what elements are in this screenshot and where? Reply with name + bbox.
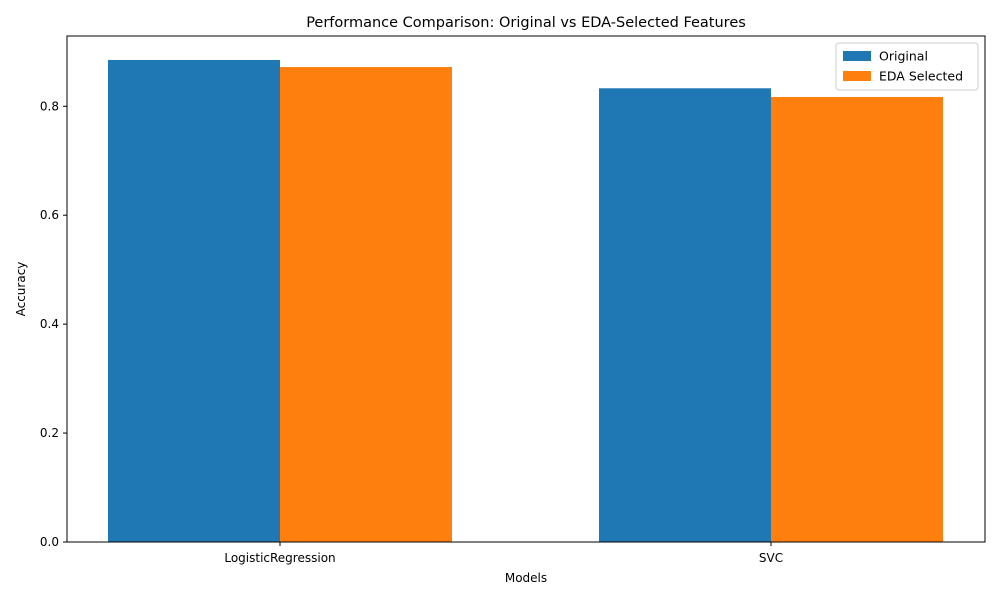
- y-tick-label: 0.0: [40, 535, 59, 549]
- legend-label: Original: [879, 49, 928, 64]
- bar-eda-selected-logisticregression: [280, 67, 452, 542]
- plot-frame: [66, 35, 986, 543]
- bar-eda-selected-svc: [771, 97, 943, 542]
- x-tick-label: SVC: [759, 551, 783, 565]
- y-tick-label: 0.2: [40, 426, 59, 440]
- x-tick-label: LogisticRegression: [224, 551, 335, 565]
- bar-original-logisticregression: [108, 59, 280, 543]
- y-axis: 0.0 0.2 0.4 0.6 0.8: [40, 99, 67, 549]
- y-tick-label: 0.8: [40, 99, 59, 113]
- y-tick-label: 0.4: [40, 317, 59, 331]
- legend-frame: [835, 42, 979, 91]
- legend-label: EDA Selected: [879, 69, 963, 84]
- bars-group: [108, 59, 943, 543]
- y-axis-label: Accuracy: [14, 262, 28, 317]
- x-axis-label: Models: [505, 571, 547, 585]
- chart-title: Performance Comparison: Original vs EDA-…: [306, 15, 746, 31]
- bar-original-svc: [599, 88, 771, 542]
- y-tick-label: 0.6: [40, 208, 59, 222]
- legend-swatch-original: [843, 51, 871, 61]
- legend: Original EDA Selected: [835, 42, 979, 91]
- x-axis: LogisticRegression SVC: [224, 542, 783, 565]
- legend-swatch-eda-selected: [843, 71, 871, 81]
